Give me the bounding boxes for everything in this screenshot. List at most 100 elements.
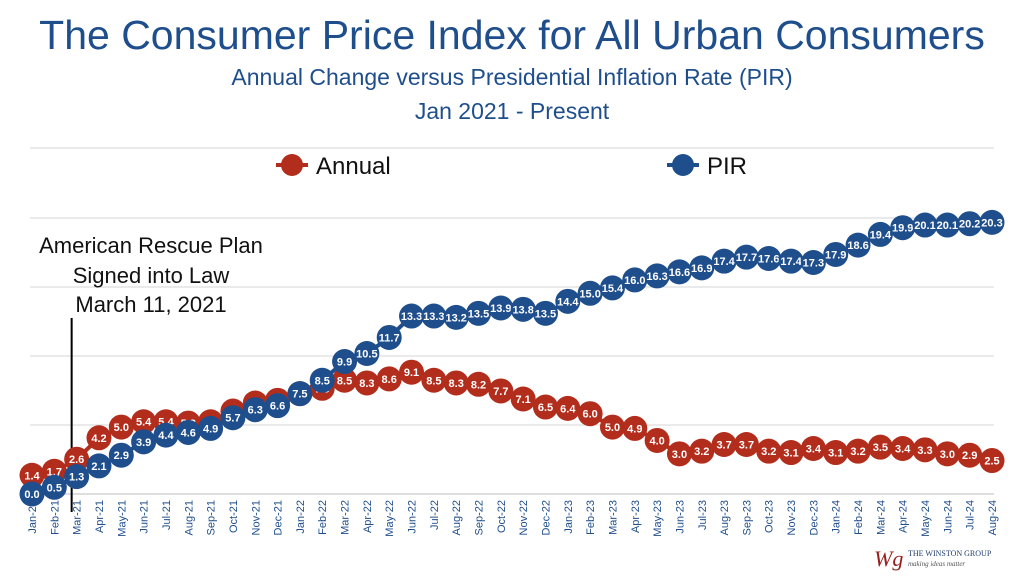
data-label: 8.5 bbox=[426, 375, 441, 387]
x-tick-label: Aug-21 bbox=[183, 500, 195, 535]
data-point bbox=[823, 440, 849, 466]
data-point bbox=[711, 431, 737, 457]
data-label: 13.5 bbox=[535, 308, 556, 320]
data-label: 10.5 bbox=[356, 349, 377, 361]
x-tick-label: Apr-22 bbox=[362, 500, 374, 533]
data-point bbox=[421, 367, 447, 393]
data-point bbox=[108, 442, 134, 468]
data-point bbox=[644, 427, 670, 453]
winston-group-logo: Wg THE WINSTON GROUP making ideas matter bbox=[872, 546, 1012, 579]
data-point bbox=[19, 462, 45, 488]
data-label: 19.4 bbox=[870, 229, 892, 241]
data-point bbox=[466, 300, 492, 326]
data-label: 3.9 bbox=[136, 437, 151, 449]
data-point bbox=[443, 370, 469, 396]
data-label: 4.6 bbox=[181, 427, 196, 439]
chart-date-range: Jan 2021 - Present bbox=[414, 98, 610, 124]
data-point bbox=[332, 367, 358, 393]
data-point bbox=[577, 401, 603, 427]
data-point bbox=[912, 437, 938, 463]
data-point bbox=[890, 436, 916, 462]
data-point bbox=[957, 211, 983, 237]
data-label: 2.5 bbox=[984, 456, 999, 468]
x-tick-label: May-22 bbox=[384, 500, 396, 537]
data-point bbox=[399, 359, 425, 385]
data-label: 3.7 bbox=[716, 439, 731, 451]
legend: Annual PIR bbox=[276, 153, 747, 180]
x-tick-label: Jun-23 bbox=[674, 500, 686, 534]
x-tick-label: Jun-24 bbox=[942, 500, 954, 534]
x-tick-label: Jun-22 bbox=[407, 500, 419, 534]
data-point bbox=[443, 304, 469, 330]
x-tick-label: Jan-24 bbox=[831, 500, 843, 534]
x-tick-label: Jul-21 bbox=[161, 500, 173, 530]
data-label: 8.5 bbox=[315, 375, 330, 387]
data-label: 17.4 bbox=[713, 256, 735, 268]
data-point bbox=[220, 405, 246, 431]
data-label: 16.9 bbox=[691, 263, 712, 275]
data-label: 5.4 bbox=[136, 417, 152, 429]
data-label: 13.8 bbox=[512, 304, 533, 316]
x-tick-label: Nov-23 bbox=[786, 500, 798, 535]
data-point bbox=[242, 397, 268, 423]
logo-mark: Wg bbox=[874, 546, 903, 571]
x-axis-ticks: Jan-21 Feb-21 Mar-21 Apr-21 May-21 Jun-21 Jul-… bbox=[27, 500, 999, 537]
data-label: 3.1 bbox=[828, 448, 843, 460]
data-point bbox=[64, 464, 90, 490]
x-tick-label: Mar-24 bbox=[875, 500, 887, 535]
data-label: 4.9 bbox=[203, 423, 218, 435]
series-points-pir: 0.0 0.5 1.3 2.1 2.9 3.9 4.4 4.6 4.9 5.7 6.3 6.6 7.5 8… bbox=[19, 209, 1005, 507]
data-point bbox=[354, 370, 380, 396]
data-label: 7.7 bbox=[493, 386, 508, 398]
x-tick-label: Sep-23 bbox=[741, 500, 753, 535]
x-tick-label: Apr-24 bbox=[898, 500, 910, 533]
data-label: 13.9 bbox=[490, 303, 511, 315]
data-point bbox=[532, 300, 558, 326]
data-point bbox=[800, 436, 826, 462]
data-label: 18.6 bbox=[847, 240, 868, 252]
data-label: 20.3 bbox=[981, 217, 1002, 229]
data-point bbox=[532, 394, 558, 420]
data-label: 2.1 bbox=[91, 461, 106, 473]
x-tick-label: Feb-21 bbox=[49, 500, 61, 535]
data-label: 3.7 bbox=[739, 439, 754, 451]
data-point bbox=[376, 324, 402, 350]
data-point bbox=[845, 232, 871, 258]
data-point bbox=[733, 244, 759, 270]
data-point bbox=[399, 303, 425, 329]
data-point bbox=[800, 250, 826, 276]
x-tick-label: May-23 bbox=[652, 500, 664, 537]
data-label: 5.7 bbox=[225, 413, 240, 425]
data-point bbox=[756, 438, 782, 464]
data-label: 13.5 bbox=[468, 308, 489, 320]
data-label: 17.6 bbox=[758, 253, 779, 265]
data-label: 17.9 bbox=[825, 249, 846, 261]
data-point bbox=[555, 395, 581, 421]
data-label: 17.3 bbox=[803, 258, 824, 270]
x-tick-label: Mar-21 bbox=[72, 500, 84, 535]
x-tick-label: May-21 bbox=[116, 500, 128, 537]
x-tick-label: Aug-23 bbox=[719, 500, 731, 535]
data-point bbox=[198, 415, 224, 441]
data-label: 4.4 bbox=[158, 430, 174, 442]
x-tick-label: Dec-22 bbox=[540, 500, 552, 535]
x-tick-label: Feb-22 bbox=[317, 500, 329, 535]
data-point bbox=[756, 245, 782, 271]
x-tick-label: Dec-21 bbox=[273, 500, 285, 535]
data-point bbox=[64, 446, 90, 472]
annotation-text: American Rescue Plan bbox=[39, 233, 263, 258]
x-tick-label: Dec-23 bbox=[808, 500, 820, 535]
data-label: 15.0 bbox=[579, 288, 600, 300]
data-point bbox=[689, 438, 715, 464]
data-point bbox=[979, 448, 1005, 474]
data-label: 4.2 bbox=[91, 433, 106, 445]
data-point bbox=[599, 414, 625, 440]
data-label: 20.2 bbox=[959, 219, 980, 231]
data-label: 6.6 bbox=[270, 401, 285, 413]
annotation: American Rescue Plan Signed into Law March… bbox=[39, 233, 263, 512]
data-point bbox=[466, 371, 492, 397]
x-tick-label: Oct-23 bbox=[764, 500, 776, 533]
data-point bbox=[599, 275, 625, 301]
data-label: 0.0 bbox=[24, 489, 39, 501]
chart-title: The Consumer Price Index for All Urban C… bbox=[39, 12, 985, 58]
